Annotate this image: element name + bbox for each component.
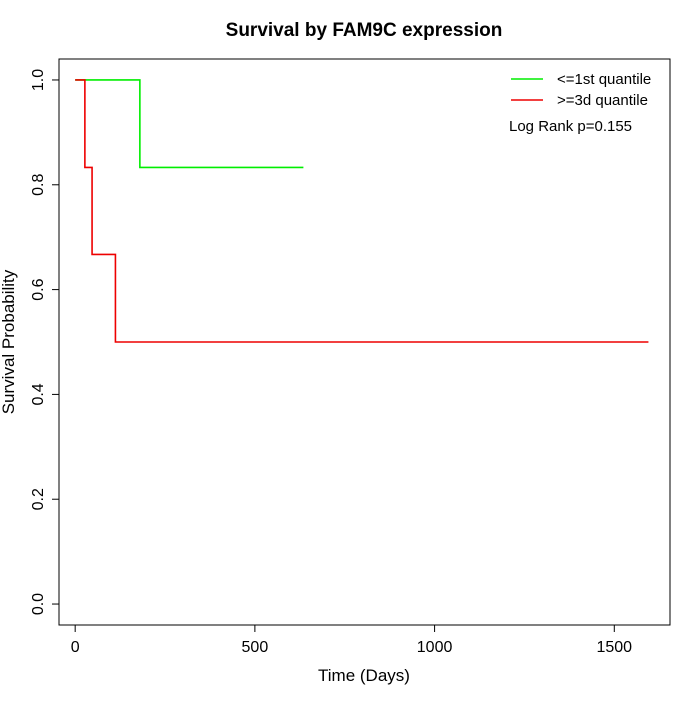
- x-tick-label: 1000: [417, 639, 453, 656]
- legend: <=1st quantile >=3d quantile: [511, 71, 651, 109]
- y-tick-label: 0.4: [30, 383, 47, 405]
- y-tick-label: 0.2: [30, 488, 47, 510]
- survival-curve-2: [75, 79, 649, 343]
- y-tick-label: 0.8: [30, 174, 47, 196]
- x-tick-label: 500: [242, 639, 269, 656]
- x-tick-label: 0: [71, 639, 80, 656]
- y-tick-label: 1.0: [30, 69, 47, 91]
- y-tick-label: 0.0: [30, 593, 47, 615]
- legend-label-2: >=3d quantile: [557, 92, 648, 109]
- series-layer: [75, 79, 649, 343]
- log-rank-annotation: Log Rank p=0.155: [509, 118, 632, 135]
- y-axis: 0.0 0.2 0.4 0.6 0.8 1.0: [30, 69, 60, 615]
- chart-title: Survival by FAM9C expression: [226, 20, 503, 41]
- x-axis: 0 500 1000 1500: [71, 624, 632, 656]
- survival-curve-1: [75, 79, 304, 169]
- legend-label-1: <=1st quantile: [557, 71, 651, 88]
- y-axis-label: Survival Probability: [0, 269, 18, 414]
- x-tick-label: 1500: [596, 639, 632, 656]
- x-axis-label: Time (Days): [318, 666, 410, 685]
- y-tick-label: 0.6: [30, 278, 47, 300]
